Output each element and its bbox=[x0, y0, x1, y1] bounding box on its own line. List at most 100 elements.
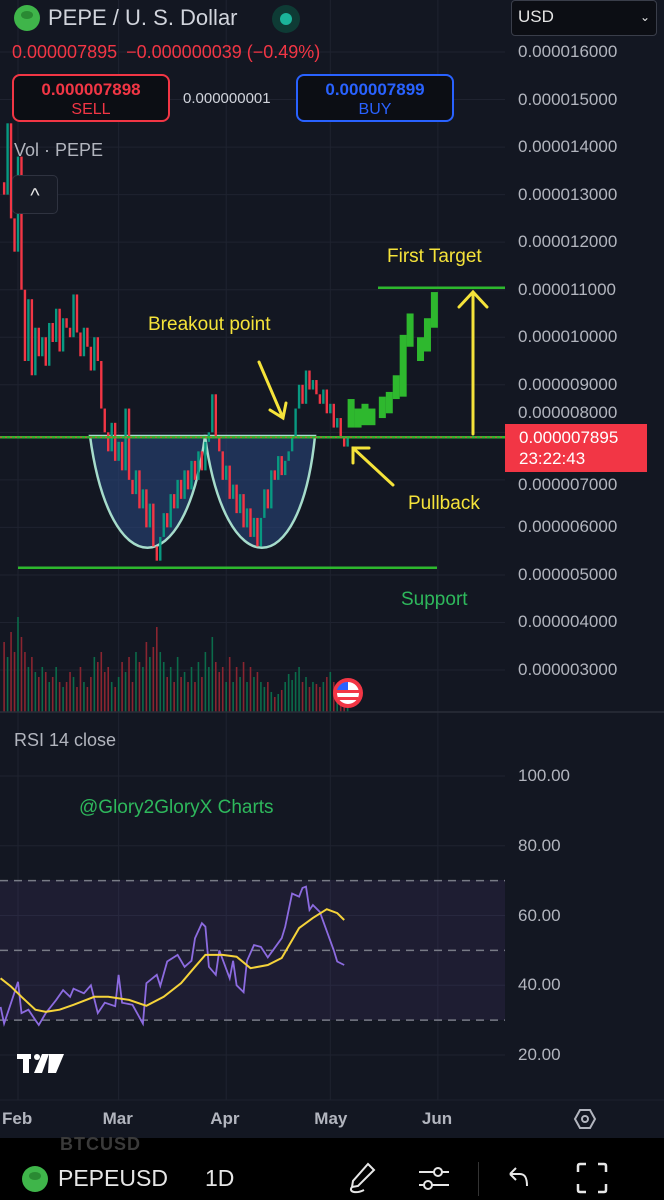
projection-candle bbox=[406, 313, 414, 347]
candle bbox=[103, 408, 106, 433]
time-axis-label: Jun bbox=[421, 1109, 453, 1128]
price-change: −0.000000039 bbox=[126, 42, 242, 62]
chevron-up-icon: ^ bbox=[30, 185, 40, 207]
candle bbox=[145, 489, 148, 528]
volume-legend[interactable]: Vol · PEPE bbox=[14, 140, 104, 160]
volume-bar bbox=[58, 682, 61, 712]
volume-bar bbox=[24, 652, 26, 712]
buy-button[interactable]: 0.000007899 BUY bbox=[296, 74, 454, 122]
volume-bar bbox=[149, 657, 151, 712]
volume-bar bbox=[69, 672, 71, 712]
volume-bar bbox=[322, 682, 325, 712]
candle bbox=[270, 470, 273, 509]
volume-bar bbox=[72, 677, 75, 712]
candle bbox=[318, 394, 322, 404]
candle bbox=[172, 494, 176, 509]
price-quote: 0.000007895 −0.000000039 (−0.49%) bbox=[12, 42, 320, 63]
market-status-icon[interactable] bbox=[272, 5, 300, 33]
candle bbox=[93, 337, 96, 371]
us-flag-event-icon[interactable] bbox=[333, 678, 363, 708]
price-axis-label: 0.000015000 bbox=[518, 89, 618, 109]
volume-bar bbox=[218, 672, 221, 712]
volume-bar bbox=[284, 682, 286, 712]
fullscreen-icon[interactable] bbox=[574, 1160, 610, 1196]
volume-bar bbox=[51, 677, 54, 712]
volume-bar bbox=[308, 687, 311, 712]
drawing-pen-icon[interactable] bbox=[344, 1160, 380, 1196]
projection-candle bbox=[354, 408, 362, 428]
candle bbox=[117, 441, 120, 461]
chart-canvas[interactable] bbox=[0, 0, 664, 1140]
volume-bar bbox=[41, 667, 44, 712]
annotation-arrows bbox=[257, 289, 489, 487]
candle bbox=[27, 299, 30, 362]
volume-bar bbox=[294, 672, 297, 712]
annotation-first-target: First Target bbox=[387, 246, 482, 267]
last-price-tag: 0.000007895 23:22:43 bbox=[505, 424, 647, 472]
volume-bar bbox=[225, 682, 227, 712]
projection-candle bbox=[385, 391, 393, 414]
volume-bar bbox=[263, 687, 266, 712]
candle bbox=[68, 327, 72, 338]
candle bbox=[162, 513, 165, 537]
candle bbox=[214, 394, 217, 438]
volume-bar bbox=[326, 677, 328, 712]
volume-bar bbox=[142, 667, 144, 712]
candle bbox=[159, 536, 162, 561]
candle bbox=[54, 308, 58, 342]
time-axis-label: Feb bbox=[2, 1109, 33, 1128]
collapse-legend-button[interactable]: ^ bbox=[12, 175, 58, 214]
symbol-name: PEPE / U. S. Dollar bbox=[48, 5, 238, 30]
volume-bar bbox=[31, 657, 33, 712]
candle bbox=[197, 451, 200, 480]
candle bbox=[311, 380, 315, 390]
candle bbox=[148, 503, 152, 528]
candle bbox=[23, 289, 27, 362]
volume-bar bbox=[277, 694, 280, 712]
undo-icon[interactable] bbox=[500, 1160, 536, 1196]
volume-bar bbox=[169, 667, 172, 712]
candle bbox=[263, 489, 266, 518]
volume-bar bbox=[242, 662, 245, 712]
candle bbox=[2, 182, 6, 195]
candle bbox=[193, 460, 197, 480]
candle bbox=[283, 460, 287, 476]
symbol-button[interactable]: PEPEUSD bbox=[22, 1165, 168, 1192]
volume-bar bbox=[176, 657, 179, 712]
settings-icon[interactable] bbox=[573, 1109, 597, 1129]
volume-bar bbox=[156, 627, 158, 712]
last-price: 0.000007895 bbox=[12, 42, 118, 62]
volume-bar bbox=[79, 667, 82, 712]
volume-bar bbox=[221, 667, 224, 712]
price-axis-label: 0.000014000 bbox=[518, 137, 618, 157]
volume-bar bbox=[62, 687, 64, 712]
sell-button[interactable]: 0.000007898 SELL bbox=[12, 74, 170, 122]
volume-bar bbox=[65, 682, 68, 712]
candle bbox=[336, 418, 339, 428]
volume-bar bbox=[173, 682, 175, 712]
volume-bar bbox=[291, 680, 293, 712]
indicator-settings-icon[interactable] bbox=[416, 1160, 452, 1196]
volume-bar bbox=[121, 662, 123, 712]
rsi-line bbox=[0, 885, 345, 1028]
interval-button[interactable]: 1D bbox=[205, 1165, 235, 1191]
candle bbox=[235, 484, 238, 514]
rsi-axis-label: 80.00 bbox=[518, 835, 561, 855]
candle bbox=[218, 437, 221, 452]
volume-bar bbox=[301, 682, 304, 712]
volume-bar bbox=[246, 682, 248, 712]
currency-select[interactable]: USD ⌄ bbox=[511, 0, 657, 36]
candle bbox=[301, 384, 304, 404]
time-axis-label: Apr bbox=[210, 1109, 240, 1128]
volume-bar bbox=[305, 677, 307, 712]
projection-candle bbox=[430, 292, 438, 328]
watermark-text: @Glory2GloryX Charts bbox=[79, 797, 274, 818]
candle bbox=[96, 337, 100, 362]
volume-bar bbox=[194, 682, 196, 712]
rsi-legend[interactable]: RSI 14 close bbox=[14, 730, 117, 750]
symbol-title[interactable]: PEPE / U. S. Dollar bbox=[14, 5, 238, 31]
volume-bar bbox=[138, 662, 141, 712]
candle bbox=[200, 451, 204, 471]
price-axis-label: 0.000007000 bbox=[518, 474, 618, 494]
price-axis-label: 0.000005000 bbox=[518, 564, 618, 584]
